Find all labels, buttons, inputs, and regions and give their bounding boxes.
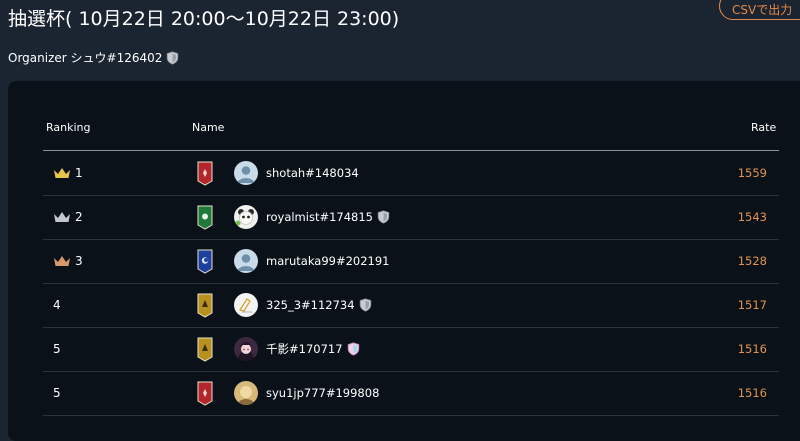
page-title: 抽選杯( 10月22日 20:00～10月22日 23:00) xyxy=(8,8,400,30)
ranking-panel xyxy=(8,81,800,441)
rate-column-header: Rate xyxy=(751,121,777,134)
table-row[interactable]: 4 325_3#112734 1517 xyxy=(43,283,779,328)
silver-crown-icon xyxy=(53,211,71,223)
rate-value: 1559 xyxy=(737,166,767,180)
avatar[interactable] xyxy=(234,293,258,317)
table-row[interactable]: 2 royalmist#174815 1543 xyxy=(43,195,779,240)
rate-value: 1516 xyxy=(737,342,767,356)
rate-value: 1517 xyxy=(737,298,767,312)
silver-shield-icon xyxy=(167,50,179,65)
rank-number: 1 xyxy=(75,166,83,180)
rank-number: 5 xyxy=(53,342,61,356)
rank-number: 4 xyxy=(53,298,61,312)
avatar[interactable] xyxy=(234,205,258,229)
player-name-cell: royalmist#174815 xyxy=(266,195,390,239)
rate-value: 1543 xyxy=(737,210,767,224)
class-banner-icon xyxy=(197,161,213,186)
player-name-link[interactable]: syu1jp777#199808 xyxy=(266,386,380,400)
csv-export-button[interactable]: CSVで出力 xyxy=(719,0,800,20)
rank-cell: 5 xyxy=(53,327,61,371)
rate-value: 1528 xyxy=(737,254,767,268)
table-row[interactable]: 5 千影#170717 1516 xyxy=(43,327,779,372)
rank-number: 3 xyxy=(75,254,83,268)
class-banner-icon xyxy=(197,205,213,230)
silver-shield-icon xyxy=(377,210,390,224)
rank-cell: 2 xyxy=(53,195,83,239)
player-name-cell: shotah#148034 xyxy=(266,151,359,195)
bronze-crown-icon xyxy=(53,255,71,267)
avatar[interactable] xyxy=(234,249,258,273)
rate-value: 1516 xyxy=(737,386,767,400)
player-name-link[interactable]: 千影#170717 xyxy=(266,342,343,356)
pink-shield-icon xyxy=(347,342,359,356)
rank-number: 2 xyxy=(75,210,83,224)
header-divider xyxy=(43,150,779,151)
class-banner-icon xyxy=(197,381,213,406)
organizer-info: Organizer シュウ#126402 xyxy=(8,49,179,66)
player-name-cell: marutaka99#202191 xyxy=(266,239,390,283)
avatar[interactable] xyxy=(234,337,258,361)
class-banner-icon xyxy=(197,249,213,274)
player-name-link[interactable]: marutaka99#202191 xyxy=(266,254,390,268)
avatar[interactable] xyxy=(234,381,258,405)
rank-number: 5 xyxy=(53,386,61,400)
organizer-label: Organizer シュウ#126402 xyxy=(8,51,163,65)
player-name-link[interactable]: 325_3#112734 xyxy=(266,298,355,312)
name-column-header: Name xyxy=(192,121,225,134)
player-name-cell: 325_3#112734 xyxy=(266,283,372,327)
rank-cell: 5 xyxy=(53,371,61,415)
silver-shield-icon xyxy=(359,298,371,312)
rank-cell: 4 xyxy=(53,283,61,327)
rank-cell: 1 xyxy=(53,151,83,195)
rank-cell: 3 xyxy=(53,239,83,283)
table-row[interactable]: 3 marutaka99#202191 1528 xyxy=(43,239,779,284)
player-name-link[interactable]: royalmist#174815 xyxy=(266,210,373,224)
table-row[interactable]: 5 syu1jp777#199808 1516 xyxy=(43,371,779,416)
table-row[interactable]: 1 shotah#148034 1559 xyxy=(43,151,779,196)
player-name-cell: 千影#170717 xyxy=(266,327,360,371)
class-banner-icon xyxy=(197,293,213,318)
gold-crown-icon xyxy=(53,167,71,179)
ranking-column-header: Ranking xyxy=(46,121,91,134)
avatar[interactable] xyxy=(234,161,258,185)
player-name-cell: syu1jp777#199808 xyxy=(266,371,379,415)
player-name-link[interactable]: shotah#148034 xyxy=(266,166,359,180)
class-banner-icon xyxy=(197,337,213,362)
